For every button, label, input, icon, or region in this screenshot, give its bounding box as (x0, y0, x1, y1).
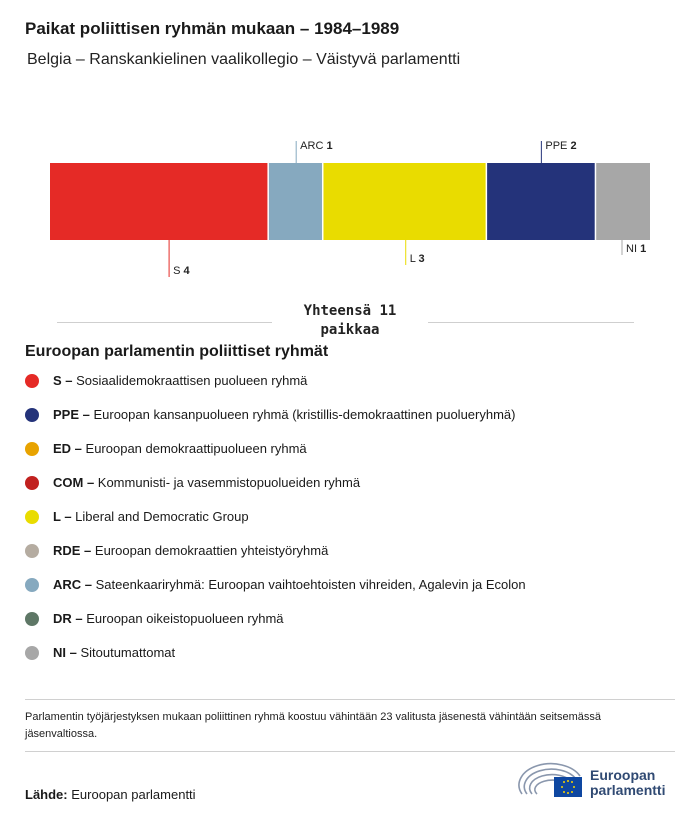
bar-segment-ni (595, 163, 650, 240)
legend-label: PPE – Euroopan kansanpuolueen ryhmä (kri… (53, 407, 515, 422)
ep-logo-line2: parlamentti (590, 782, 666, 798)
segment-label-name: ARC (300, 140, 326, 152)
segment-label-name: NI (626, 243, 640, 255)
legend-swatch (25, 442, 39, 456)
legend-label: ARC – Sateenkaariryhmä: Euroopan vaihtoe… (53, 577, 526, 592)
source-value: Euroopan parlamentti (71, 787, 196, 802)
legend-label: L – Liberal and Democratic Group (53, 509, 249, 524)
footnote-top-rule (25, 699, 675, 700)
legend-label: DR – Euroopan oikeistopuolueen ryhmä (53, 611, 284, 626)
bar-segment-s (50, 163, 269, 240)
legend-desc: Sateenkaariryhmä: Euroopan vaihtoehtoist… (92, 577, 526, 592)
legend-swatch (25, 510, 39, 524)
footnote-bottom-rule (25, 751, 675, 752)
footnote: Parlamentin työjärjestyksen mukaan polii… (25, 711, 601, 740)
segment-label-name: L (410, 253, 419, 265)
segment-label: L 3 (410, 253, 425, 265)
bar-segment-arc (268, 163, 323, 240)
legend-abbr: ARC – (53, 577, 93, 592)
segment-label-value: 4 (183, 265, 190, 277)
ep-logo-line1: Euroopan (590, 767, 656, 783)
total-rule-left (57, 322, 272, 323)
segment-label: ARC 1 (300, 140, 332, 152)
segment-label: S 4 (173, 265, 190, 277)
legend-label: ED – Euroopan demokraattipuolueen ryhmä (53, 441, 307, 456)
legend-desc: Liberal and Democratic Group (71, 509, 249, 524)
legend-label: S – Sosiaalidemokraattisen puolueen ryhm… (53, 373, 307, 388)
legend-swatch (25, 578, 39, 592)
segment-label-value: 1 (326, 140, 332, 152)
legend-desc: Euroopan demokraattipuolueen ryhmä (81, 441, 307, 456)
bar-segment-ppe (486, 163, 596, 240)
legend-desc: Kommunisti- ja vasemmistopuolueiden ryhm… (94, 475, 361, 490)
legend-abbr: NI – (53, 645, 77, 660)
legend-desc: Euroopan oikeistopuolueen ryhmä (82, 611, 284, 626)
segment-label: PPE 2 (545, 140, 576, 152)
legend-label: RDE – Euroopan demokraattien yhteistyöry… (53, 543, 328, 558)
legend-desc: Euroopan demokraattien yhteistyöryhmä (91, 543, 329, 558)
legend-abbr: L – (53, 509, 72, 524)
legend-label: NI – Sitoutumattomat (53, 645, 175, 660)
total-seats: Yhteensä 11 paikkaa (0, 302, 700, 342)
legend-abbr: COM – (53, 475, 95, 490)
segment-label-value: 2 (570, 140, 576, 152)
legend-desc: Sosiaalidemokraattisen puolueen ryhmä (72, 373, 308, 388)
ep-hemicycle-flag-icon (518, 762, 582, 797)
legend-desc: Sitoutumattomat (76, 645, 176, 660)
chart-title: Paikat poliittisen ryhmän mukaan – 1984–… (25, 19, 400, 38)
seat-bar-chart: S 4 ARC 1 L 3 PPE 2 NI 1 (50, 140, 650, 277)
source: Lähde: Euroopan parlamentti (25, 787, 196, 802)
legend-label: COM – Kommunisti- ja vasemmistopuolueide… (53, 475, 360, 490)
legend-desc: Euroopan kansanpuolueen ryhmä (kristilli… (89, 407, 516, 422)
ep-logo: Euroopan parlamentti (518, 760, 683, 802)
chart-subtitle: Belgia – Ranskankielinen vaalikollegio –… (27, 51, 461, 68)
legend-abbr: DR – (53, 611, 83, 626)
segment-label-name: PPE (545, 140, 570, 152)
legend-swatch (25, 544, 39, 558)
total-rule-right (428, 322, 634, 323)
source-label: Lähde: (25, 787, 68, 802)
total-seats-label: Yhteensä 11 paikkaa (303, 303, 397, 338)
legend-abbr: S – (53, 373, 73, 388)
legend-swatch (25, 476, 39, 490)
legend-swatch (25, 374, 39, 388)
segment-label-value: 3 (418, 253, 424, 265)
legend-abbr: PPE – (53, 407, 90, 422)
legend-abbr: ED – (53, 441, 82, 456)
legend-swatch (25, 646, 39, 660)
segment-label: NI 1 (626, 243, 646, 255)
legend-title: Euroopan parlamentin poliittiset ryhmät (25, 343, 329, 360)
legend-swatch (25, 408, 39, 422)
ep-logo-text: Euroopan parlamentti (590, 768, 665, 798)
legend-swatch (25, 612, 39, 626)
segment-label-name: S (173, 265, 183, 277)
legend-abbr: RDE – (53, 543, 92, 558)
bar-segment-l (322, 163, 487, 240)
segment-label-value: 1 (640, 243, 646, 255)
